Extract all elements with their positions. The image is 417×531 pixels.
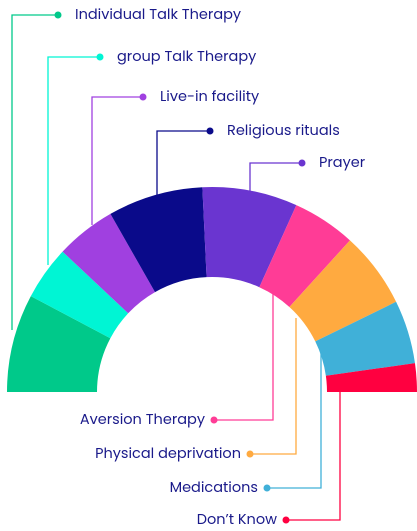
- segment: [7, 296, 111, 392]
- leader-line: [91, 96, 143, 225]
- segment: [325, 363, 417, 392]
- leader-line: [11, 14, 58, 330]
- leader-dot: [96, 53, 104, 61]
- leader-line: [47, 56, 100, 265]
- segment: [110, 187, 207, 293]
- category-label: Don’t Know: [197, 510, 277, 530]
- segment: [259, 205, 350, 307]
- leader-dot: [54, 11, 62, 19]
- segment: [315, 301, 415, 376]
- leader-dot: [210, 416, 218, 424]
- category-label: Individual Talk Therapy: [75, 5, 241, 25]
- leader-dot: [206, 127, 214, 135]
- category-label: Live-in facility: [160, 87, 259, 107]
- leader-line: [286, 390, 341, 521]
- leader-line: [214, 290, 274, 421]
- leader-line: [249, 162, 302, 195]
- category-label: Physical deprivation: [95, 444, 241, 464]
- segment: [62, 213, 156, 314]
- category-label: Aversion Therapy: [80, 410, 205, 430]
- category-label: Prayer: [319, 153, 365, 173]
- category-label: Religious rituals: [227, 121, 340, 141]
- segment: [289, 240, 397, 342]
- leader-dot: [298, 159, 306, 167]
- leader-dot: [282, 516, 290, 524]
- segment: [202, 187, 297, 288]
- leader-line: [267, 345, 322, 489]
- leader-line: [156, 130, 210, 195]
- leader-dot: [263, 484, 271, 492]
- leader-dot: [139, 93, 147, 101]
- category-label: group Talk Therapy: [117, 47, 256, 67]
- leader-dot: [246, 450, 254, 458]
- leader-line: [250, 318, 297, 455]
- category-label: Medications: [170, 478, 258, 498]
- segment: [30, 251, 129, 339]
